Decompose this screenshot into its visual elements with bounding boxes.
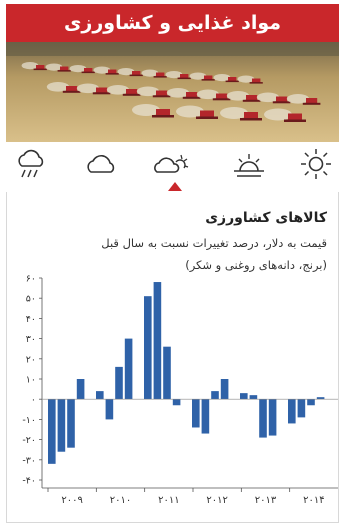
rain-cloud-icon[interactable] bbox=[14, 146, 50, 182]
selector-triangle-icon bbox=[168, 182, 182, 191]
harvest-photo bbox=[6, 42, 339, 142]
bar bbox=[115, 366, 123, 400]
y-tick-label: -۲۰ bbox=[22, 435, 36, 446]
x-tick-label: ۲۰۱۴ bbox=[303, 495, 324, 506]
bar bbox=[105, 399, 114, 420]
x-tick-label: ۲۰۱۰ bbox=[110, 495, 131, 506]
bar-chart: ۶۰ ۵۰ ۴۰ ۳۰ ۲۰ ۱۰ ۰ -۱۰ -۲۰ -۳۰ -۴۰ ۲۰۰۹ ۲۰۱۰ ۲۰۱۱ ۲۰۱… bbox=[0, 270, 343, 527]
bar bbox=[144, 296, 152, 400]
bar bbox=[153, 282, 162, 400]
bar bbox=[259, 399, 267, 438]
sunrise-icon[interactable] bbox=[231, 146, 267, 182]
bar bbox=[240, 393, 248, 400]
bar bbox=[220, 379, 229, 400]
bar bbox=[48, 399, 56, 464]
y-tick-label: -۳۰ bbox=[22, 455, 36, 466]
y-tick-label: ۰ bbox=[31, 395, 36, 406]
y-tick-label: ۲۰ bbox=[26, 354, 36, 365]
bar bbox=[163, 346, 171, 400]
bar bbox=[201, 399, 210, 434]
weather-icon-row bbox=[6, 142, 339, 192]
bar bbox=[76, 379, 85, 400]
x-tick-label: ۲۰۱۱ bbox=[158, 495, 179, 506]
bar bbox=[307, 399, 315, 406]
chart-subtitle-products: (برنج، دانه‌های روغنی و شکر) bbox=[185, 258, 327, 272]
bar bbox=[316, 397, 325, 400]
chart-subtitle: قیمت به دلار، درصد تغییرات نسبت به سال ق… bbox=[101, 236, 327, 250]
y-tick-label: ۵۰ bbox=[26, 294, 36, 305]
bar bbox=[67, 399, 75, 448]
sun-icon[interactable] bbox=[298, 146, 334, 182]
y-tick-label: ۳۰ bbox=[26, 334, 36, 345]
partly-cloudy-icon[interactable] bbox=[154, 146, 190, 182]
x-tick-label: ۲۰۱۳ bbox=[255, 495, 277, 506]
y-tick-label: ۱۰ bbox=[26, 375, 36, 386]
bar bbox=[249, 395, 258, 400]
bar bbox=[297, 399, 306, 418]
bar bbox=[192, 399, 200, 428]
chart-title: کالاهای کشاورزی bbox=[205, 210, 327, 226]
x-tick-label: ۲۰۰۹ bbox=[61, 495, 82, 506]
bar bbox=[57, 399, 66, 452]
section-title: مواد غذایی و کشاورزی bbox=[63, 12, 282, 34]
bar bbox=[96, 391, 104, 400]
cloud-icon[interactable] bbox=[84, 146, 120, 182]
bar bbox=[288, 399, 296, 424]
bar bbox=[124, 338, 133, 400]
section-header: مواد غذایی و کشاورزی bbox=[6, 4, 339, 42]
y-tick-label: ۴۰ bbox=[26, 314, 36, 325]
y-tick-label: ۶۰ bbox=[26, 274, 36, 285]
y-tick-label: -۴۰ bbox=[22, 476, 36, 487]
bar bbox=[211, 391, 219, 400]
y-tick-label: -۱۰ bbox=[22, 415, 36, 426]
x-tick-label: ۲۰۱۲ bbox=[206, 495, 227, 506]
bar bbox=[268, 399, 277, 436]
bar bbox=[172, 399, 181, 406]
